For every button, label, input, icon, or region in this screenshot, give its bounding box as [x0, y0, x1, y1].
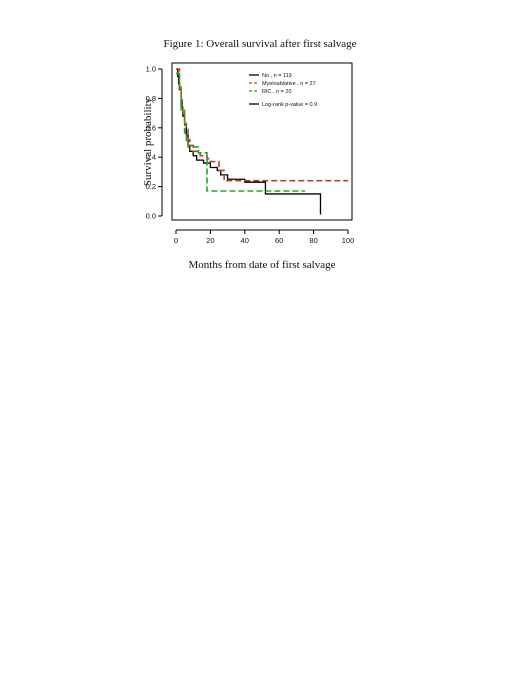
- plot-area: [176, 68, 348, 215]
- series-line-0: [176, 68, 322, 215]
- annotation-text: Log-rank p-value = 0.9: [262, 102, 317, 108]
- y-tick-label: 1.0: [146, 65, 156, 74]
- x-tick-label: 0: [174, 236, 178, 245]
- x-tick-label: 80: [309, 236, 317, 245]
- legend-label-0: No , n = 119: [262, 73, 292, 79]
- y-tick-label: 0.2: [146, 182, 156, 191]
- x-tick-label: 20: [206, 236, 214, 245]
- y-tick-label: 0.0: [146, 212, 156, 221]
- y-axis-label: Survival probability: [142, 97, 154, 186]
- x-axis-label: Months from date of first salvage: [189, 259, 336, 271]
- legend-label-2: RIC , n = 20: [262, 89, 292, 95]
- x-tick-label: 60: [275, 236, 283, 245]
- y-tick-label: 0.8: [146, 94, 156, 103]
- figure-title: Figure 1: Overall survival after first s…: [163, 38, 357, 50]
- x-tick-label: 100: [342, 236, 355, 245]
- axes: 0 20 40 60 80 100 0.0 0.2 0.4 0.6 0.8 1.0: [146, 62, 355, 245]
- y-tick-label: 0.6: [146, 123, 156, 132]
- plot-frame: [171, 62, 353, 221]
- legend: No , n = 119 Myeloablative , n = 27 RIC , …: [249, 73, 317, 108]
- x-tick-label: 40: [241, 236, 249, 245]
- survival-chart: 0 20 40 60 80 100 0.0 0.2 0.4 0.6 0.8 1.0 No , n = …: [142, 62, 355, 271]
- series-line-1: [176, 68, 348, 182]
- legend-label-1: Myeloablative , n = 27: [262, 81, 316, 87]
- y-tick-label: 0.4: [146, 153, 156, 162]
- series-line-2: [176, 72, 305, 192]
